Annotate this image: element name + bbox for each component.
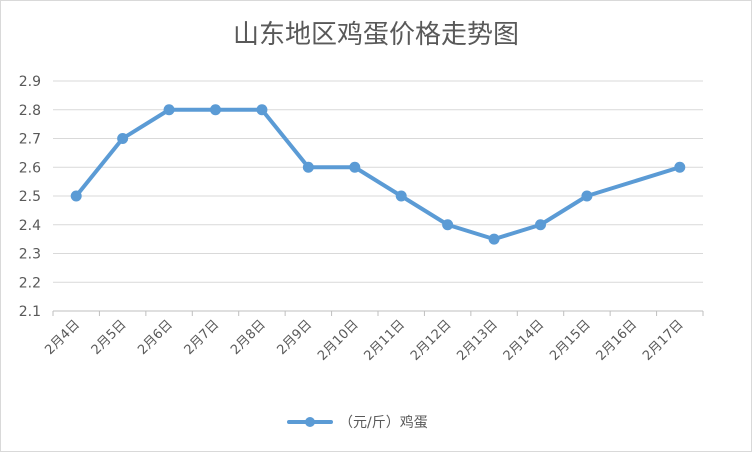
data-point	[488, 233, 500, 245]
chart-title: 山东地区鸡蛋价格走势图	[233, 20, 519, 50]
data-point	[302, 161, 314, 173]
y-tick-label: 2.3	[19, 247, 41, 263]
gridlines	[53, 80, 703, 312]
x-tick-label: 2月14日	[501, 317, 548, 364]
data-point	[442, 219, 454, 231]
x-tick-label: 2月9日	[274, 317, 315, 358]
data-point	[674, 161, 686, 173]
data-point	[349, 161, 361, 173]
x-tick-label: 2月6日	[135, 317, 176, 358]
y-tick-label: 2.8	[19, 103, 41, 119]
x-tick-label: 2月15日	[547, 317, 594, 364]
data-point	[163, 104, 175, 116]
data-point	[117, 133, 129, 144]
y-tick-label: 2.2	[19, 275, 41, 291]
y-tick-label: 2.9	[19, 74, 41, 90]
data-point	[581, 190, 593, 202]
data-point	[70, 190, 82, 202]
y-tick-label: 2.4	[19, 218, 41, 234]
legend-point-marker	[305, 417, 315, 427]
x-axis-ticks: 2月4日 2月5日 2月6日 2月7日 2月8日 2月9日 2月10日 2月11日 2月12日 2…	[42, 311, 704, 364]
y-tick-label: 2.1	[19, 304, 41, 320]
legend-label: （元/斤）鸡蛋	[339, 414, 428, 431]
legend: （元/斤）鸡蛋	[287, 414, 428, 431]
x-tick-label: 2月8日	[228, 317, 269, 358]
series-line	[74, 107, 682, 242]
series-egg-price	[70, 104, 686, 245]
x-tick-label: 2月16日	[594, 317, 641, 364]
x-tick-label: 2月4日	[42, 317, 83, 358]
data-point	[210, 104, 221, 116]
x-tick-label: 2月7日	[182, 317, 223, 358]
y-tick-label: 2.6	[19, 160, 41, 176]
x-tick-label: 2月11日	[361, 317, 408, 364]
y-tick-label: 2.5	[19, 189, 41, 205]
x-tick-label: 2月12日	[408, 317, 455, 364]
x-tick-label: 2月10日	[315, 317, 362, 364]
x-tick-label: 2月17日	[640, 317, 687, 364]
data-point	[535, 219, 546, 231]
data-point	[256, 104, 268, 116]
y-tick-label: 2.7	[19, 132, 41, 148]
y-axis-ticks: 2.1 2.2 2.3 2.4 2.5 2.6 2.7 2.8 2.9	[19, 74, 41, 320]
data-point	[395, 190, 407, 202]
x-tick-label: 2月13日	[454, 317, 501, 364]
x-tick-label: 2月5日	[89, 317, 130, 358]
